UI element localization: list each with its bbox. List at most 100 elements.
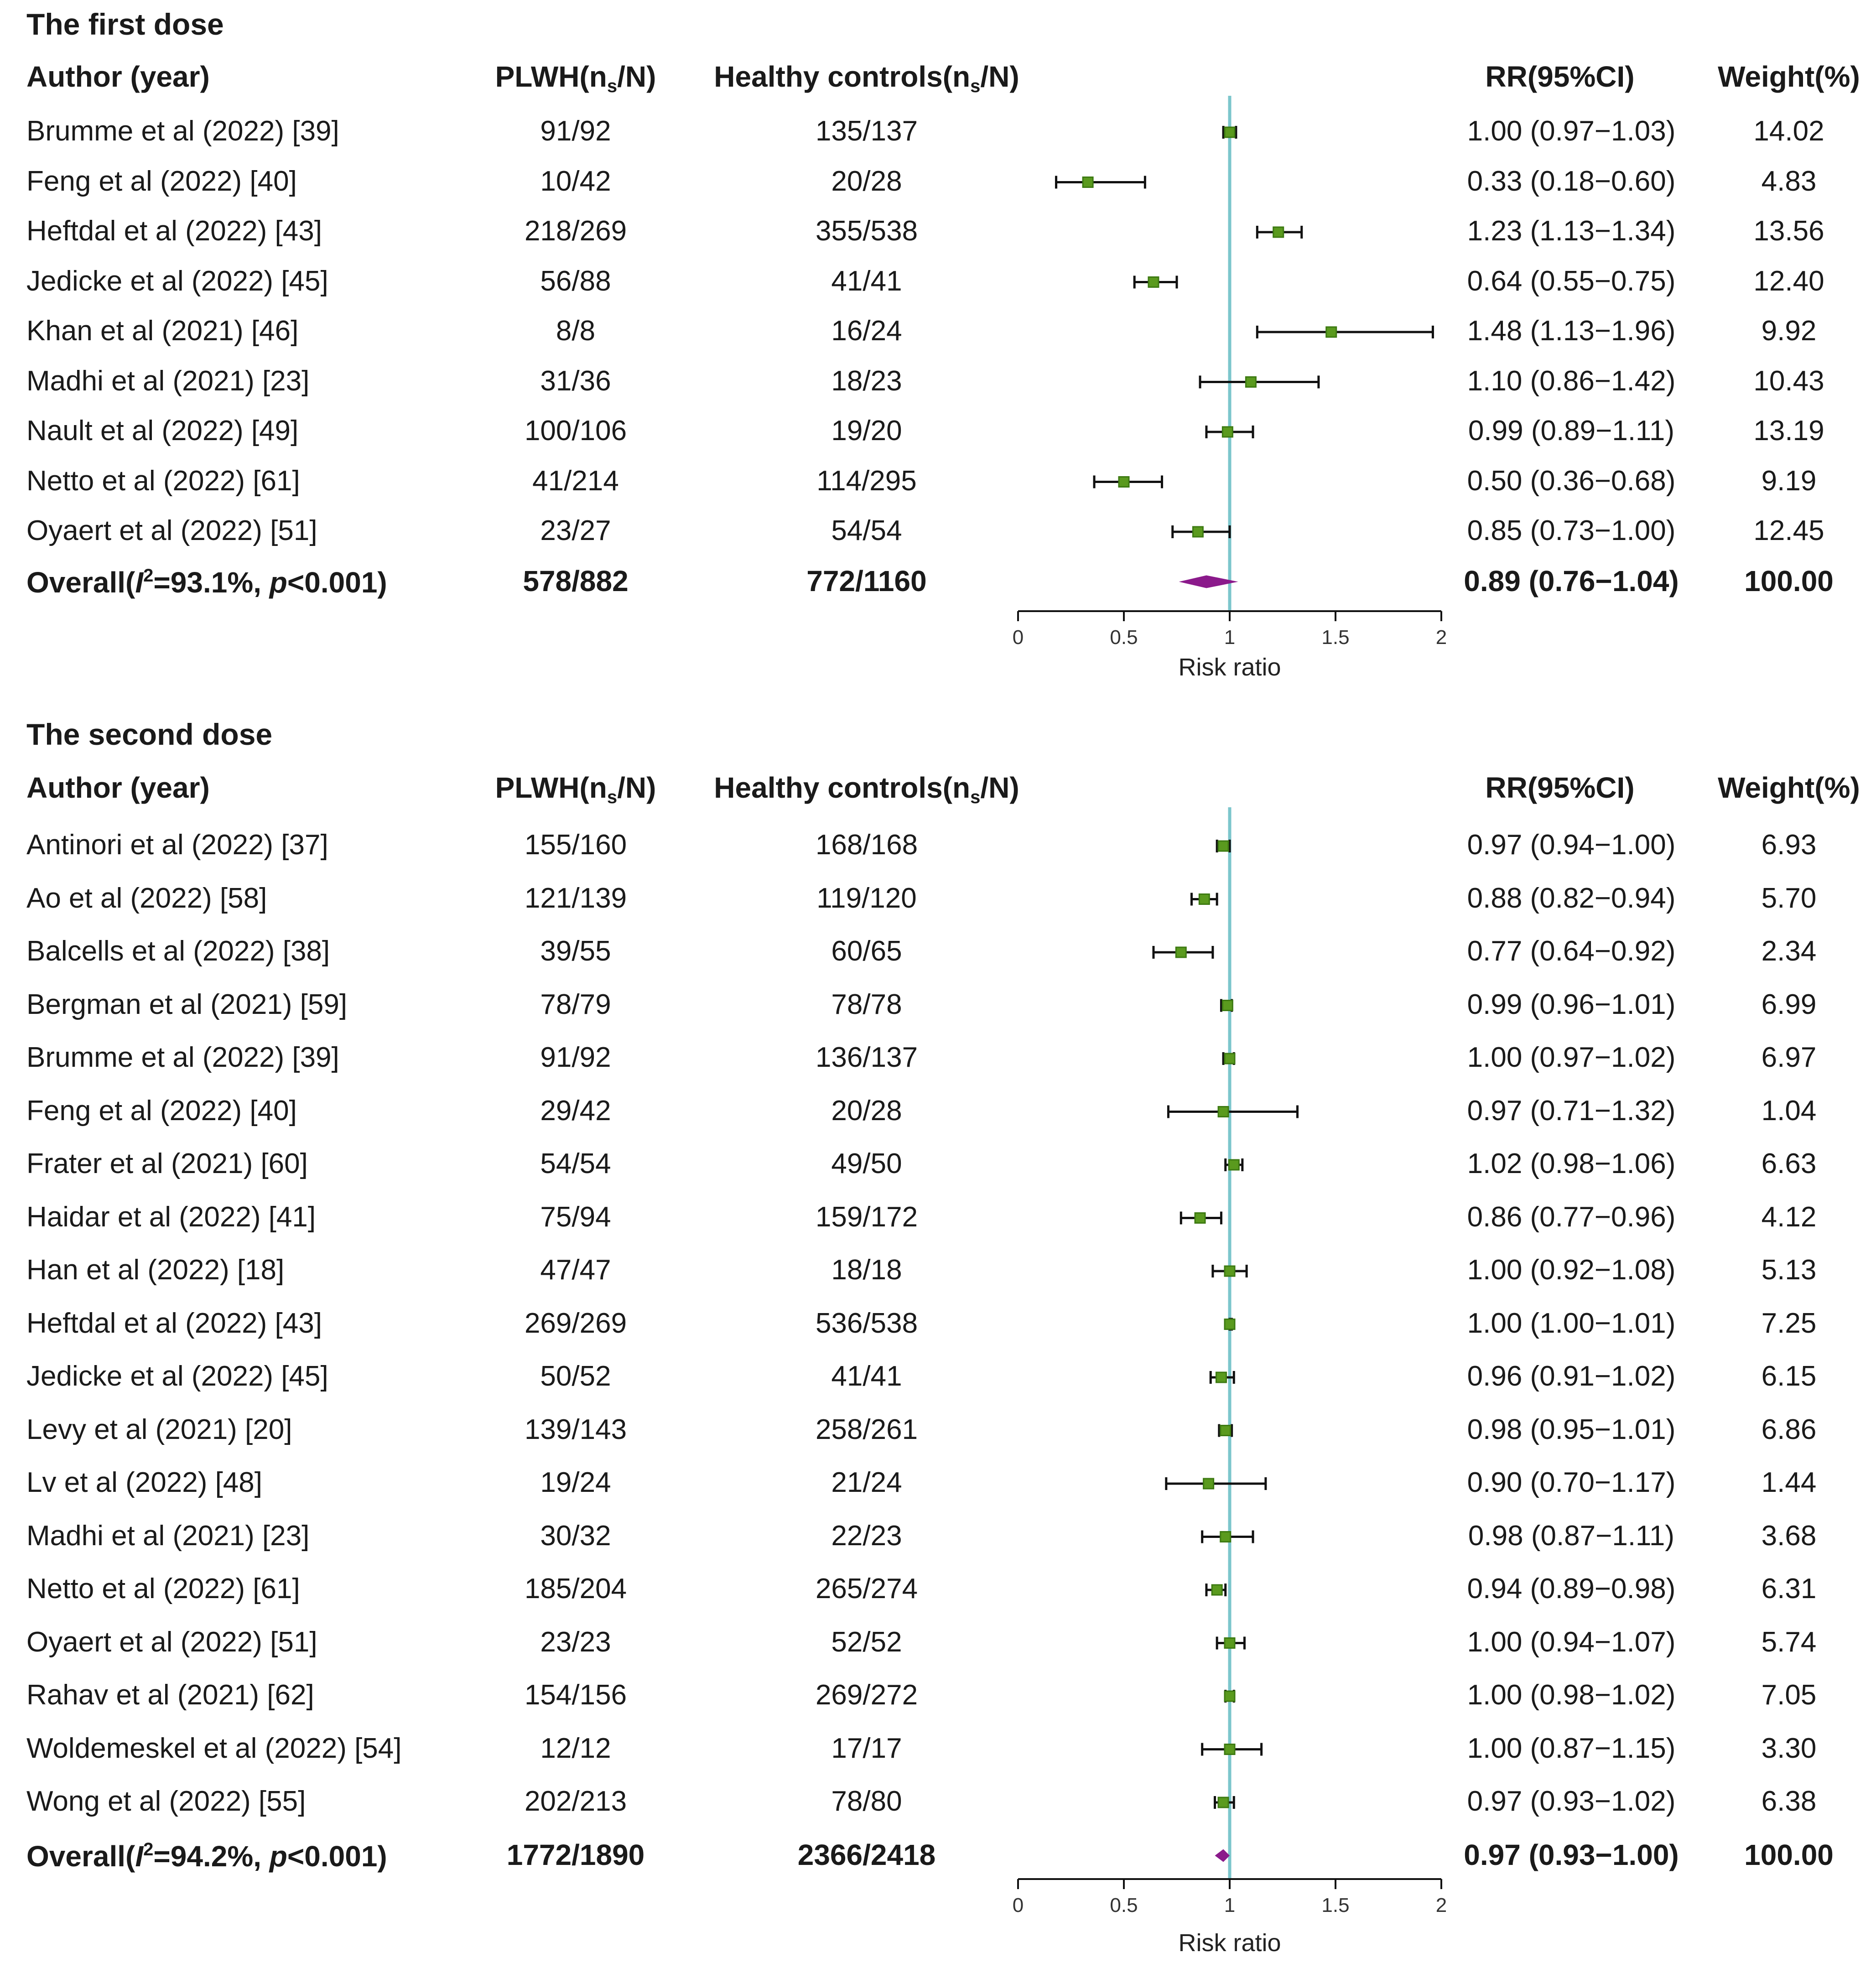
point-estimate: [1217, 1106, 1229, 1117]
study-weight: 5.70: [1761, 882, 1817, 914]
overall-plwh: 1772/1890: [506, 1838, 645, 1871]
header-hc-subscript: s: [970, 787, 981, 807]
study-plwh: 19/24: [540, 1467, 611, 1498]
study-rr-ci: 0.97 (0.93−1.02): [1467, 1786, 1676, 1817]
study-author: Madhi et al (2021) [23]: [26, 1520, 310, 1552]
study-healthy-controls: 18/18: [831, 1254, 902, 1286]
study-plwh: 30/32: [540, 1520, 611, 1552]
point-estimate: [1082, 177, 1094, 188]
header-healthy-controls: Healthy controls(ns/N): [714, 773, 1019, 806]
overall-label-mid: =93.1%,: [153, 566, 270, 599]
study-rr-ci: 0.94 (0.89−0.98): [1467, 1573, 1676, 1605]
overall-weight: 100.00: [1744, 1838, 1834, 1871]
study-healthy-controls: 20/28: [831, 165, 902, 197]
study-rr-ci: 1.00 (0.97−1.03): [1467, 115, 1676, 147]
study-author: Oyaert et al (2022) [51]: [26, 515, 317, 546]
study-rr-ci: 1.00 (0.98−1.02): [1467, 1679, 1676, 1711]
point-estimate: [1224, 1690, 1236, 1702]
study-weight: 10.43: [1753, 365, 1824, 397]
x-axis-tick-label: 1.5: [1321, 626, 1350, 649]
study-author: Feng et al (2022) [40]: [26, 165, 297, 197]
study-weight: 6.63: [1761, 1148, 1817, 1179]
point-estimate: [1224, 1053, 1236, 1064]
x-axis-tick-label: 1: [1224, 626, 1236, 649]
x-axis-tick-label: 0: [1012, 1894, 1024, 1916]
overall-label: Overall(I2=93.1%, p<0.001): [26, 566, 387, 597]
overall-healthy-controls: 772/1160: [806, 564, 927, 597]
study-weight: 6.99: [1761, 988, 1817, 1020]
overall-label-pre: Overall(: [26, 1839, 135, 1873]
study-healthy-controls: 21/24: [831, 1467, 902, 1498]
overall-i2-symbol: I: [135, 1839, 144, 1873]
study-weight: 12.45: [1753, 515, 1824, 546]
study-rr-ci: 1.00 (0.87−1.15): [1467, 1732, 1676, 1764]
header-plwh-end: /N): [617, 771, 656, 804]
study-healthy-controls: 20/28: [831, 1095, 902, 1127]
point-estimate: [1148, 276, 1159, 288]
study-author: Nault et al (2022) [49]: [26, 415, 299, 447]
study-healthy-controls: 41/41: [831, 265, 902, 297]
overall-weight: 100.00: [1744, 564, 1834, 597]
study-plwh: 139/143: [524, 1413, 627, 1445]
x-axis-tick-label: 2: [1435, 626, 1447, 649]
point-estimate: [1198, 893, 1210, 905]
study-author: Balcells et al (2022) [38]: [26, 935, 330, 967]
x-axis-title: Risk ratio: [1178, 654, 1281, 681]
study-rr-ci: 1.48 (1.13−1.96): [1467, 315, 1676, 347]
study-healthy-controls: 41/41: [831, 1360, 902, 1392]
header-hc-text: Healthy controls(n: [714, 60, 971, 93]
study-plwh: 47/47: [540, 1254, 611, 1286]
study-author: Han et al (2022) [18]: [26, 1254, 285, 1286]
study-healthy-controls: 269/272: [815, 1679, 918, 1711]
study-plwh: 50/52: [540, 1360, 611, 1392]
point-estimate: [1273, 226, 1284, 238]
point-estimate: [1245, 376, 1257, 388]
study-author: Haidar et al (2022) [41]: [26, 1201, 316, 1233]
header-author: Author (year): [26, 771, 210, 804]
study-plwh: 23/23: [540, 1626, 611, 1658]
header-hc-end: /N): [980, 771, 1019, 804]
study-weight: 3.68: [1761, 1520, 1817, 1552]
point-estimate: [1192, 526, 1204, 538]
study-plwh: 202/213: [524, 1786, 627, 1817]
x-axis-tick-label: 1.5: [1321, 1894, 1350, 1916]
study-plwh: 155/160: [524, 829, 627, 861]
study-rr-ci: 1.00 (0.94−1.07): [1467, 1626, 1676, 1658]
study-plwh: 39/55: [540, 935, 611, 967]
header-hc-end: /N): [980, 60, 1019, 93]
study-plwh: 54/54: [540, 1148, 611, 1179]
study-author: Levy et al (2021) [20]: [26, 1413, 292, 1445]
study-weight: 1.44: [1761, 1467, 1817, 1498]
study-healthy-controls: 135/137: [815, 115, 918, 147]
study-plwh: 75/94: [540, 1201, 611, 1233]
point-estimate: [1325, 326, 1337, 338]
overall-healthy-controls: 2366/2418: [797, 1838, 936, 1871]
study-plwh: 31/36: [540, 365, 611, 397]
study-rr-ci: 0.33 (0.18−0.60): [1467, 165, 1676, 197]
study-author: Madhi et al (2021) [23]: [26, 365, 310, 397]
point-estimate: [1217, 1797, 1229, 1808]
header-plwh-text: PLWH(n: [495, 771, 607, 804]
study-plwh: 91/92: [540, 1042, 611, 1073]
study-healthy-controls: 119/120: [816, 882, 917, 914]
study-rr-ci: 0.98 (0.95−1.01): [1467, 1413, 1676, 1445]
overall-i2-superscript: 2: [143, 1839, 154, 1859]
x-axis-tick-label: 0.5: [1110, 1894, 1138, 1916]
study-rr-ci: 0.98 (0.87−1.11): [1468, 1520, 1675, 1552]
study-rr-ci: 0.97 (0.71−1.32): [1467, 1095, 1676, 1127]
study-healthy-controls: 49/50: [831, 1148, 902, 1179]
study-rr-ci: 1.00 (0.97−1.02): [1467, 1042, 1676, 1073]
study-healthy-controls: 168/168: [815, 829, 918, 861]
study-plwh: 29/42: [540, 1095, 611, 1127]
study-weight: 6.97: [1761, 1042, 1817, 1073]
header-hc-text: Healthy controls(n: [714, 771, 971, 804]
study-plwh: 100/106: [524, 415, 627, 447]
study-weight: 6.31: [1761, 1573, 1817, 1605]
study-weight: 6.15: [1761, 1360, 1817, 1392]
header-hc-subscript: s: [970, 76, 981, 96]
point-estimate: [1221, 426, 1233, 438]
study-author: Jedicke et al (2022) [45]: [26, 1360, 328, 1392]
point-estimate: [1175, 946, 1187, 958]
study-rr-ci: 1.00 (1.00−1.01): [1467, 1307, 1676, 1339]
